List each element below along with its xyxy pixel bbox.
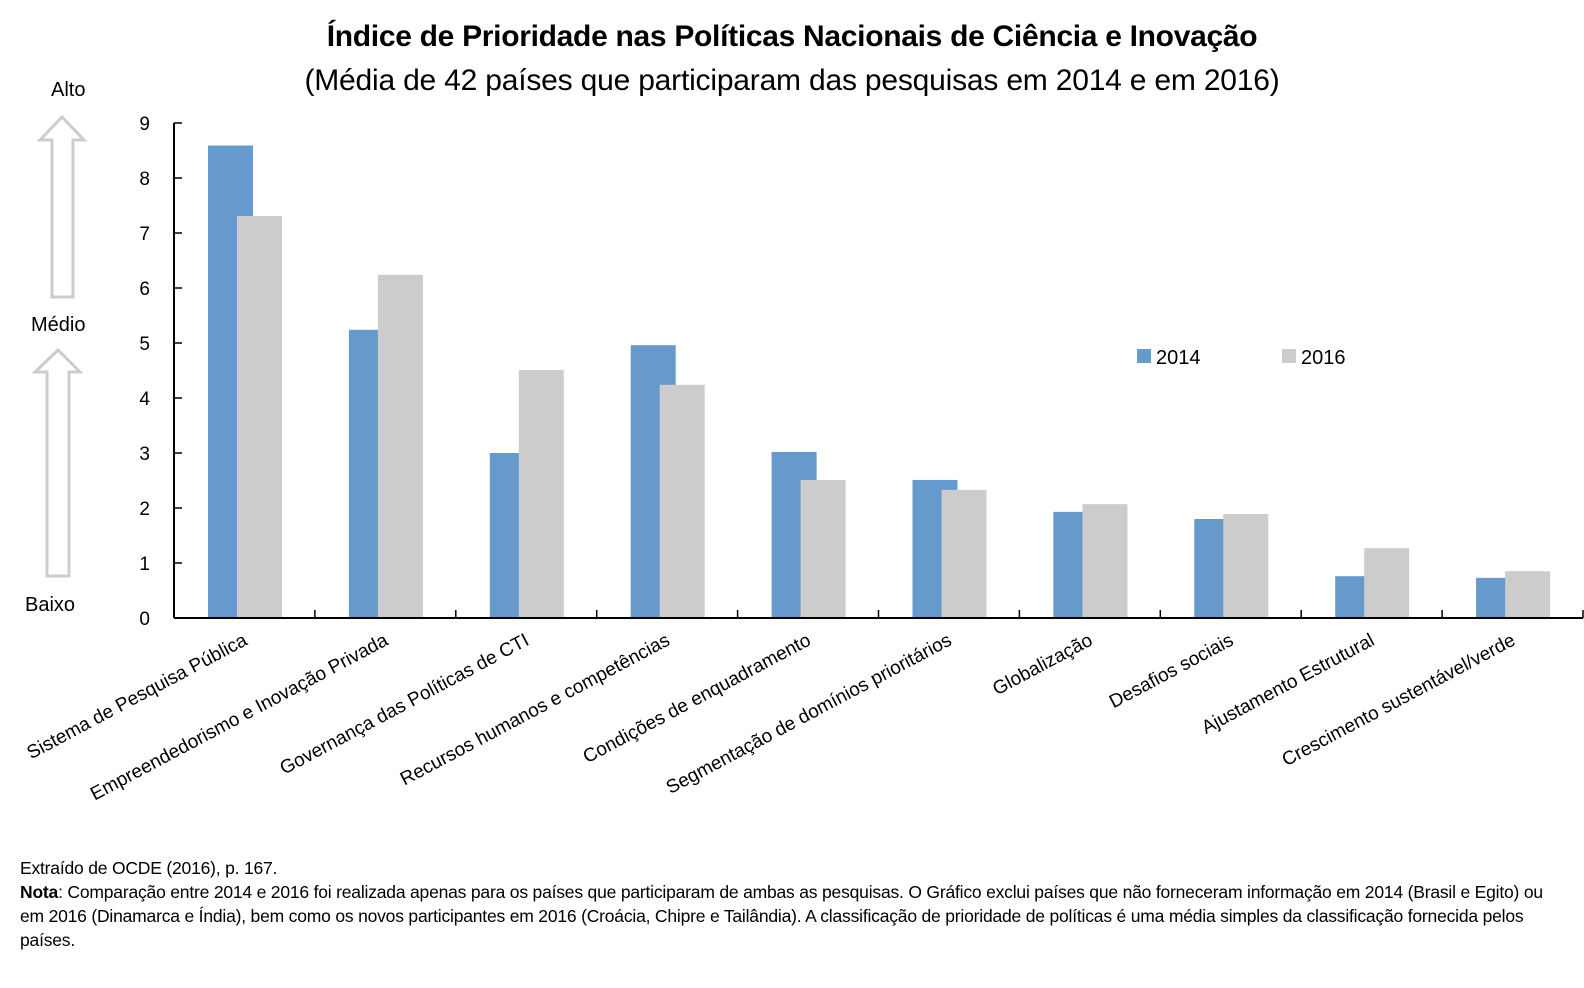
y-tick-label: 3 xyxy=(139,444,150,465)
y-tick-label: 2 xyxy=(139,499,150,520)
x-category-label: Crescimento sustentável/verde xyxy=(1279,630,1519,771)
legend-swatch-2014 xyxy=(1137,349,1151,363)
bar-2016-9 xyxy=(1505,571,1551,618)
footer: Extraído de OCDE (2016), p. 167. Nota: C… xyxy=(20,856,1570,952)
bar-2016-7 xyxy=(1223,514,1269,618)
bar-2016-4 xyxy=(800,479,846,618)
scale-arrows xyxy=(31,114,88,578)
y-tick-label: 4 xyxy=(139,389,150,410)
y-tick-label: 1 xyxy=(139,554,150,575)
x-category-label: Recursos humanos e competências xyxy=(397,630,674,790)
x-category-label: Sistema de Pesquisa Pública xyxy=(24,630,252,764)
y-tick-label: 0 xyxy=(139,609,150,630)
y-axis: 0 1 2 3 4 5 6 7 8 9 xyxy=(139,114,182,630)
y-tick-label: 8 xyxy=(139,169,150,190)
legend-swatch-2016 xyxy=(1282,349,1296,363)
chart-subtitle: (Média de 42 países que participaram das… xyxy=(304,64,1280,97)
arrow-up-icon-medium xyxy=(31,347,84,578)
x-category-label: Condições de enquadramento xyxy=(580,630,815,768)
bar-chart: 0 1 2 3 4 5 6 7 8 9 Sistema de Pesquisa PúblicaEm… xyxy=(24,114,1584,805)
scale-label-medium: Médio xyxy=(31,314,86,336)
x-category-label: Desafios sociais xyxy=(1106,630,1237,713)
scale-label-low: Baixo xyxy=(25,594,76,616)
x-category-label: Segmentação de domínios prioritários xyxy=(663,630,955,799)
note-label: Nota xyxy=(20,882,59,902)
legend-label-2014: 2014 xyxy=(1156,347,1201,369)
note-paragraph: Nota: Comparação entre 2014 e 2016 foi r… xyxy=(20,880,1570,952)
arrow-up-icon-high xyxy=(36,114,88,299)
bar-2016-0 xyxy=(237,215,282,618)
bar-2016-2 xyxy=(518,369,564,618)
bar-2016-8 xyxy=(1364,548,1410,618)
bar-2016-6 xyxy=(1082,504,1128,618)
x-category-label: Empreendedorismo e Inovação Privada xyxy=(87,630,392,805)
y-tick-label: 6 xyxy=(139,279,150,300)
y-tick-label: 5 xyxy=(139,334,150,355)
note-text: : Comparação entre 2014 e 2016 foi reali… xyxy=(20,882,1543,950)
bar-2016-5 xyxy=(941,489,987,618)
source-note: Extraído de OCDE (2016), p. 167. xyxy=(20,858,278,878)
y-tick-label: 9 xyxy=(139,114,150,135)
legend-label-2016: 2016 xyxy=(1301,347,1346,369)
chart-title: Índice de Prioridade nas Políticas Nacio… xyxy=(326,20,1258,53)
bar-2016-1 xyxy=(377,274,423,618)
legend: 2014 2016 xyxy=(1137,347,1346,369)
bars xyxy=(208,145,1551,619)
x-category-label: Governança das Políticas de CTI xyxy=(277,630,533,779)
x-category-label: Globalização xyxy=(989,630,1096,700)
y-tick-label: 7 xyxy=(139,224,150,245)
scale-label-high: Alto xyxy=(51,79,86,101)
bar-2016-3 xyxy=(659,384,705,618)
x-axis: Sistema de Pesquisa PúblicaEmpreendedori… xyxy=(24,610,1584,805)
